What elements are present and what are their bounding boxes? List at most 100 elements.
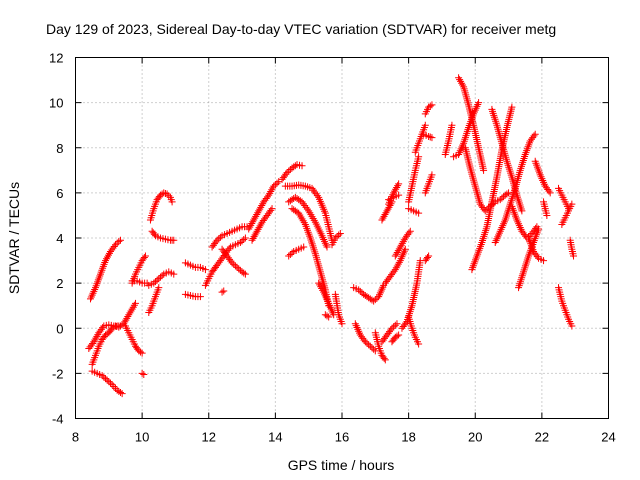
data-point <box>312 190 320 198</box>
data-point <box>122 316 130 324</box>
data-point <box>250 233 258 241</box>
data-point <box>368 344 376 352</box>
series-arc27 <box>315 279 338 319</box>
data-point <box>249 234 257 242</box>
x-tick-labels: 8 10 12 14 16 18 20 22 24 <box>72 430 616 445</box>
series-arc36 <box>388 331 403 346</box>
series-arc37 <box>391 227 414 260</box>
data-point <box>91 336 99 344</box>
data-point <box>379 214 387 222</box>
data-point <box>251 214 259 222</box>
data-point <box>383 207 391 215</box>
data-point <box>163 190 171 198</box>
data-point <box>118 390 126 398</box>
series-arc29 <box>321 311 333 321</box>
data-point <box>480 166 488 174</box>
data-point <box>370 345 378 353</box>
data-point <box>317 283 325 291</box>
series-arc62 <box>558 200 576 228</box>
data-point <box>392 264 400 272</box>
series-arc34 <box>381 245 409 287</box>
series-arc64 <box>566 236 578 260</box>
series-arc11 <box>145 268 178 289</box>
data-point <box>570 252 578 260</box>
data-point <box>168 198 176 206</box>
data-point <box>428 101 436 109</box>
data-point <box>415 209 423 217</box>
series-arc55 <box>488 105 526 215</box>
data-point <box>503 190 511 198</box>
data-point <box>285 252 293 260</box>
data-point <box>371 296 379 304</box>
data-point <box>111 241 119 249</box>
data-point <box>158 272 166 280</box>
series-arc32 <box>351 320 379 355</box>
data-point <box>424 254 432 262</box>
data-point <box>455 74 463 82</box>
y-axis-title: SDTVAR / TECUs <box>6 182 22 294</box>
data-point <box>110 383 118 391</box>
data-point <box>246 223 254 231</box>
data-point <box>92 334 100 342</box>
data-point <box>363 339 371 347</box>
y-tick-label: 8 <box>56 141 63 156</box>
data-point <box>121 318 129 326</box>
data-point <box>313 192 321 200</box>
data-point <box>498 194 506 202</box>
data-point <box>156 273 164 281</box>
data-point <box>392 185 400 193</box>
data-point <box>393 183 401 191</box>
data-point <box>395 191 403 199</box>
data-point <box>256 222 264 230</box>
data-point <box>110 242 118 250</box>
data-point <box>388 324 396 332</box>
data-point <box>391 321 399 329</box>
data-point <box>249 218 257 226</box>
series-arc16 <box>208 223 251 251</box>
data-point <box>545 187 553 195</box>
series-arc48 <box>421 171 436 197</box>
data-point <box>394 260 402 268</box>
data-point <box>165 192 173 200</box>
data-point <box>110 323 118 331</box>
data-point <box>170 270 178 278</box>
data-point <box>267 206 275 214</box>
data-point <box>285 167 293 175</box>
series-arc56 <box>491 130 539 247</box>
data-point <box>398 239 406 247</box>
data-point <box>300 243 308 251</box>
data-point <box>428 134 436 142</box>
data-point <box>141 252 149 260</box>
data-point <box>258 202 266 210</box>
x-tick-label: 10 <box>135 430 149 445</box>
data-point <box>291 162 299 170</box>
series-arc50 <box>441 121 456 159</box>
data-point <box>399 238 407 246</box>
data-point <box>160 189 168 197</box>
data-point <box>106 379 114 387</box>
data-point <box>448 121 456 129</box>
data-point <box>311 188 319 196</box>
data-point <box>123 314 131 322</box>
data-point <box>302 203 310 211</box>
data-point <box>298 198 306 206</box>
data-point <box>227 257 235 265</box>
data-point <box>101 257 109 265</box>
y-tick-label: 2 <box>56 276 63 291</box>
series-arc46 <box>421 101 436 118</box>
data-point <box>228 259 236 267</box>
data-point <box>138 369 146 377</box>
x-tick-label: 24 <box>601 430 615 445</box>
data-point <box>99 324 107 332</box>
y-tick-label: -4 <box>52 412 64 427</box>
x-axis-title: GPS time / hours <box>288 457 395 473</box>
data-point <box>395 180 403 188</box>
data-point <box>105 378 113 386</box>
data-point <box>323 312 331 320</box>
data-point <box>288 249 296 257</box>
data-point <box>387 326 395 334</box>
series-arc44 <box>405 313 423 348</box>
data-point <box>136 348 144 356</box>
data-point <box>531 130 539 138</box>
data-point <box>247 221 255 229</box>
